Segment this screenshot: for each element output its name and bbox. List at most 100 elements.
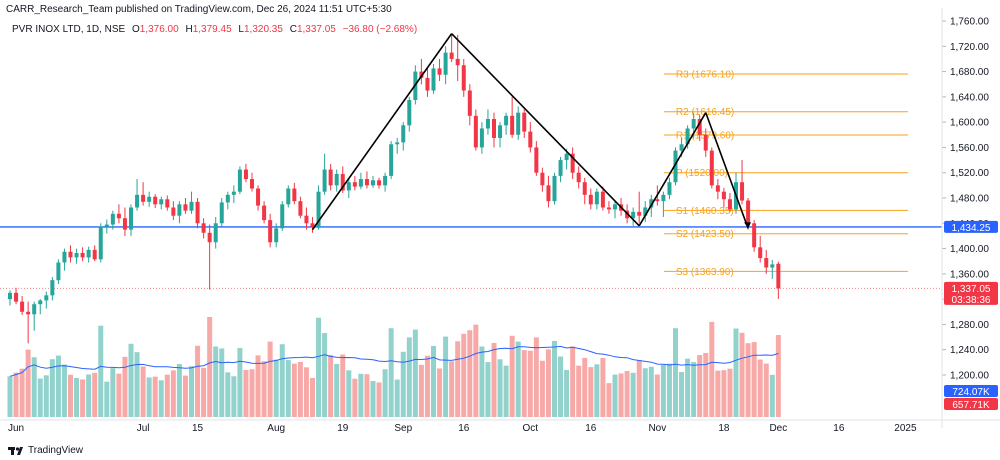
candle-body [552,175,557,202]
volume-bar [7,376,13,417]
candle-body [401,125,406,143]
candle-body [558,160,563,176]
pivot-label: S1 (1460.35) [676,206,734,217]
high-value: 1,379.45 [192,24,232,35]
candlesticks [8,33,781,344]
volume-bar [775,335,781,417]
volume-bar [322,333,328,417]
tradingview-brand: TradingView [28,445,84,456]
y-tick-label: 1,400.00 [950,244,989,255]
candle-body [516,112,521,135]
low-label: L [238,24,244,35]
volume-bar [201,367,207,417]
volume-bar [249,369,255,417]
volume-bar [691,362,697,417]
pivot-label: S2 (1423.50) [676,229,734,240]
candle-body [443,52,448,75]
candle-body [383,175,388,186]
candle-body [709,150,714,186]
candle-body [104,224,109,227]
candle-body [606,207,611,210]
volume-bar [358,373,364,417]
candle-body [219,202,224,224]
volume-bar [400,351,406,417]
volume-bar [751,342,757,417]
volume-bar [521,350,527,417]
volume-bar [19,368,25,417]
candle-body [661,194,666,202]
volume-bar [763,363,769,417]
candle-body [643,207,648,216]
candle-body [86,249,91,258]
volume-bar [55,355,61,417]
candle-body [92,249,97,260]
volume-bar [346,370,352,417]
volume-bar [340,354,346,417]
volume-bar [624,370,630,417]
x-tick-label: Sep [394,423,412,434]
volume-bar [104,381,110,417]
volume-bar [164,374,170,417]
close-value: 1,337.05 [296,24,336,35]
volume-bar [74,378,80,417]
volume-bar [134,352,140,417]
candle-body [364,179,369,186]
volume-bar [558,356,564,417]
candle-body [32,304,37,315]
x-tick-label: 16 [585,423,597,434]
pivot-label: R3 (1676.10) [676,70,734,81]
volume-bar [225,372,231,417]
x-tick-label: Oct [523,423,539,434]
candle-body [764,258,769,268]
candle-body [129,207,133,230]
volume-bar [431,345,436,417]
ohlc-legend: PVR INOX LTD, 1D, NSE O1,376.00 H1,379.4… [12,24,417,35]
candle-body [268,220,273,243]
candle-body [328,169,333,186]
candle-body [407,100,412,126]
volume-bar [491,342,497,417]
support-price-tag-bg [944,220,998,233]
y-tick-label: 1,680.00 [950,67,989,78]
volume-bar [612,374,618,417]
tradingview-footer[interactable]: TradingView [8,445,83,456]
y-tick-label: 1,360.00 [950,269,989,280]
volume-bar [618,373,624,417]
candle-body [715,185,720,192]
volume-bar [479,346,485,417]
y-tick-label: 1,600.00 [950,118,989,129]
volume-bar [412,329,418,417]
volume-bar [122,356,128,417]
candle-body [504,115,509,126]
volume-ma-tag-bg [944,385,998,397]
candle-body [62,251,67,263]
x-tick-label: Jul [137,423,150,434]
volume-bar [594,364,600,417]
candle-body [231,191,236,195]
volume-bar [310,377,315,417]
volume-bar [467,330,473,417]
change-value: −36.80 (−2.68%) [342,24,418,35]
candle-body [691,118,696,129]
volume-bar [37,378,43,417]
volume-bar [606,383,612,417]
candle-body [667,182,672,195]
candle-body [467,90,472,116]
volume-bar [685,358,691,417]
volume-bar [86,374,92,417]
volume-bar [49,359,55,417]
high-label: H [185,24,193,35]
pattern-line [638,112,707,227]
volume-bar [352,378,358,417]
volume-bar [316,317,322,417]
candle-body [358,179,363,187]
volume-bar [364,374,370,417]
volume-bar [219,348,225,417]
candle-body [189,201,194,211]
volume-bar [146,377,152,417]
x-tick-label: 15 [192,423,204,434]
candle-body [8,292,12,300]
x-tick-label: 19 [337,423,349,434]
candle-body [685,128,690,145]
